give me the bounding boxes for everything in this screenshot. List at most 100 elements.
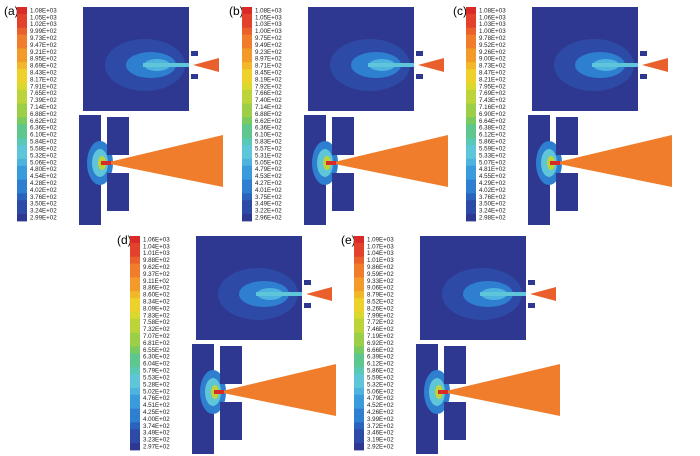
colorbar-tick-label: 9.23E+02	[255, 49, 282, 56]
colorbar-tick-label: 4.00E+02	[143, 416, 170, 423]
colorbar-cell	[466, 20, 476, 29]
colorbar-tick-label: 5.83E+02	[255, 139, 282, 146]
colorbar-tick-label: 7.69E+02	[479, 90, 506, 97]
colorbar-cell	[130, 298, 140, 306]
colorbar-tick-label: 4.27E+02	[255, 180, 282, 187]
colorbar-tick-label: 9.37E+02	[143, 271, 170, 278]
colorbar-cell	[242, 89, 252, 98]
colorbar-tick-label: 1.03E+03	[255, 21, 282, 28]
colorbar-cell	[130, 332, 140, 340]
upper-jet-stream	[256, 292, 302, 296]
colorbar-tick-label: 8.43E+02	[30, 70, 57, 77]
colorbar-tick-label: 4.55E+02	[479, 173, 506, 180]
colorbar-tick-label: 8.17E+02	[30, 76, 57, 83]
colorbar-tick-label: 1.04E+03	[367, 250, 394, 257]
colorbar-tick-label: 9.75E+02	[255, 35, 282, 42]
colorbar-tick-label: 6.30E+02	[143, 354, 170, 361]
colorbar-cell	[17, 96, 27, 105]
colorbar-tick-label: 9.21E+02	[30, 49, 57, 56]
colorbar-cell	[130, 256, 140, 265]
colorbar-cell	[466, 55, 476, 63]
lower-throat-hotspot	[101, 161, 111, 165]
colorbar-tick-label: 9.88E+02	[143, 257, 170, 264]
colorbar-tick-label: 9.52E+02	[479, 42, 506, 49]
colorbar-cell	[130, 353, 140, 361]
colorbar-tick-label: 7.40E+02	[255, 97, 282, 104]
colorbar-tick-label: 4.53E+02	[255, 173, 282, 180]
colorbar-tick-label: 1.05E+03	[255, 14, 282, 21]
colorbar-cell	[354, 311, 364, 320]
upper-inlet-block	[528, 280, 535, 285]
colorbar-tick-label: 5.53E+02	[143, 374, 170, 381]
colorbar-cell	[466, 7, 476, 15]
colorbar-cell	[354, 242, 364, 251]
colorbar-cell	[17, 179, 27, 187]
colorbar-cell	[466, 110, 476, 118]
colorbar-cell	[242, 158, 252, 167]
colorbar-cell	[466, 96, 476, 105]
colorbar-cell	[466, 27, 476, 36]
upper-nozzle-cone	[418, 58, 444, 72]
colorbar-cell	[354, 325, 364, 334]
upper-nozzle-cone	[530, 287, 556, 301]
colorbar-cell	[354, 291, 364, 299]
colorbar-cell	[354, 360, 364, 368]
colorbar-tick-label: 1.04E+03	[143, 243, 170, 250]
colorbar-cell	[130, 394, 140, 403]
colorbar-tick-label: 2.97E+02	[143, 443, 170, 450]
colorbar-cell	[130, 249, 140, 258]
colorbar-cell	[242, 200, 252, 208]
colorbar-tick-label: 3.49E+02	[143, 430, 170, 437]
colorbar-cell	[354, 394, 364, 403]
colorbar-tick-label: 5.07E+02	[479, 159, 506, 166]
upper-inlet-block	[304, 303, 311, 308]
colorbar-tick-label: 9.99E+02	[30, 28, 57, 35]
colorbar-cell	[242, 179, 252, 187]
colorbar-cell	[466, 145, 476, 153]
colorbar-cell	[130, 367, 140, 375]
colorbar-cell	[354, 408, 364, 416]
panel-c: (c) 1.08E+03 1.06E+03 1.03E+03 1.00E+03 9.78…	[452, 3, 677, 225]
colorbar-tick-label: 3.23E+02	[143, 437, 170, 444]
colorbar-tick-label: 7.99E+02	[367, 312, 394, 319]
colorbar-cell	[242, 186, 252, 194]
upper-inlet-block	[416, 51, 423, 56]
colorbar-tick-label: 5.32E+02	[367, 381, 394, 388]
upper-nozzle-cone	[306, 287, 332, 301]
colorbar-cell	[354, 318, 364, 327]
colorbar-tick-label: 7.07E+02	[143, 333, 170, 340]
colorbar-tick-label: 8.97E+02	[255, 56, 282, 63]
upper-inlet-block	[304, 280, 311, 285]
colorbar-cell	[242, 110, 252, 118]
panel-a: (a) 1.08E+03 1.05E+03 1.02E+03 9.99E+02 9.73…	[3, 3, 228, 225]
colorbar-cell	[354, 277, 364, 285]
colorbar-cell	[17, 76, 27, 84]
colorbar-tick-label: 2.92E+02	[367, 443, 394, 450]
colorbar-cell	[242, 69, 252, 77]
colorbar-cell	[130, 415, 140, 423]
colorbar-cell	[17, 158, 27, 167]
colorbar-cell	[466, 151, 476, 160]
colorbar-cell	[17, 193, 27, 201]
colorbar-cell	[466, 131, 476, 139]
colorbar-cell	[130, 277, 140, 285]
colorbar-tick-label: 1.07E+03	[367, 243, 394, 250]
upper-inlet-block	[640, 74, 647, 79]
colorbar-tick-label: 8.79E+02	[367, 292, 394, 299]
colorbar-tick-label: 8.19E+02	[255, 76, 282, 83]
colorbar-tick-label: 3.75E+02	[255, 194, 282, 201]
upper-jet-stream	[592, 63, 638, 67]
colorbar-tick-label: 5.86E+02	[479, 139, 506, 146]
colorbar-cell	[354, 263, 364, 271]
colorbar-cell	[354, 353, 364, 361]
upper-inlet-block	[528, 303, 535, 308]
colorbar-cell	[354, 415, 364, 423]
colorbar-cell	[130, 325, 140, 334]
colorbar-tick-label: 1.02E+03	[30, 21, 57, 28]
colorbar-tick-label: 5.02E+02	[143, 388, 170, 395]
upper-inlet-block	[191, 51, 198, 56]
colorbar-cell	[466, 124, 476, 132]
colorbar-tick-label: 4.54E+02	[30, 173, 57, 180]
colorbar-tick-label: 3.24E+02	[30, 208, 57, 215]
colorbar-tick-label: 2.96E+02	[255, 214, 282, 221]
